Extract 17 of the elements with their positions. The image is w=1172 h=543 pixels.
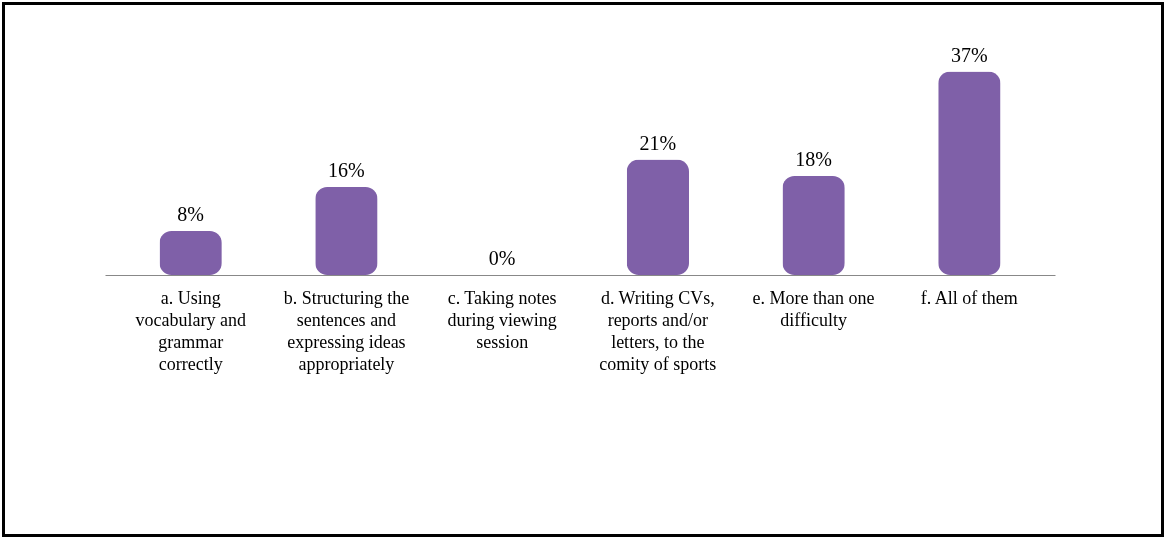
data-label: 8% bbox=[177, 203, 204, 225]
x-tick-label: a. Using vocabulary and grammar correctly bbox=[135, 287, 246, 374]
x-tick-label: b. Structuring the sentences and expressing ideas appropriately bbox=[283, 287, 410, 374]
x-tick-label: c. Taking notes during viewing session bbox=[447, 287, 557, 352]
data-label: 18% bbox=[795, 148, 832, 170]
data-label: 37% bbox=[951, 43, 988, 66]
x-tick-label: f. All of them bbox=[920, 287, 1018, 308]
data-label: 0% bbox=[488, 247, 516, 269]
x-tick-label: d. Writing CVs, reports and/or letters, to the comity of sports bbox=[599, 287, 717, 374]
bar bbox=[938, 71, 1001, 275]
bar bbox=[782, 176, 845, 275]
bar bbox=[159, 231, 222, 275]
data-label: 21% bbox=[639, 131, 677, 154]
bar bbox=[626, 159, 690, 275]
data-label: 16% bbox=[328, 159, 365, 181]
bar bbox=[315, 187, 378, 275]
x-tick-label: e. More than one difficulty bbox=[752, 287, 875, 330]
